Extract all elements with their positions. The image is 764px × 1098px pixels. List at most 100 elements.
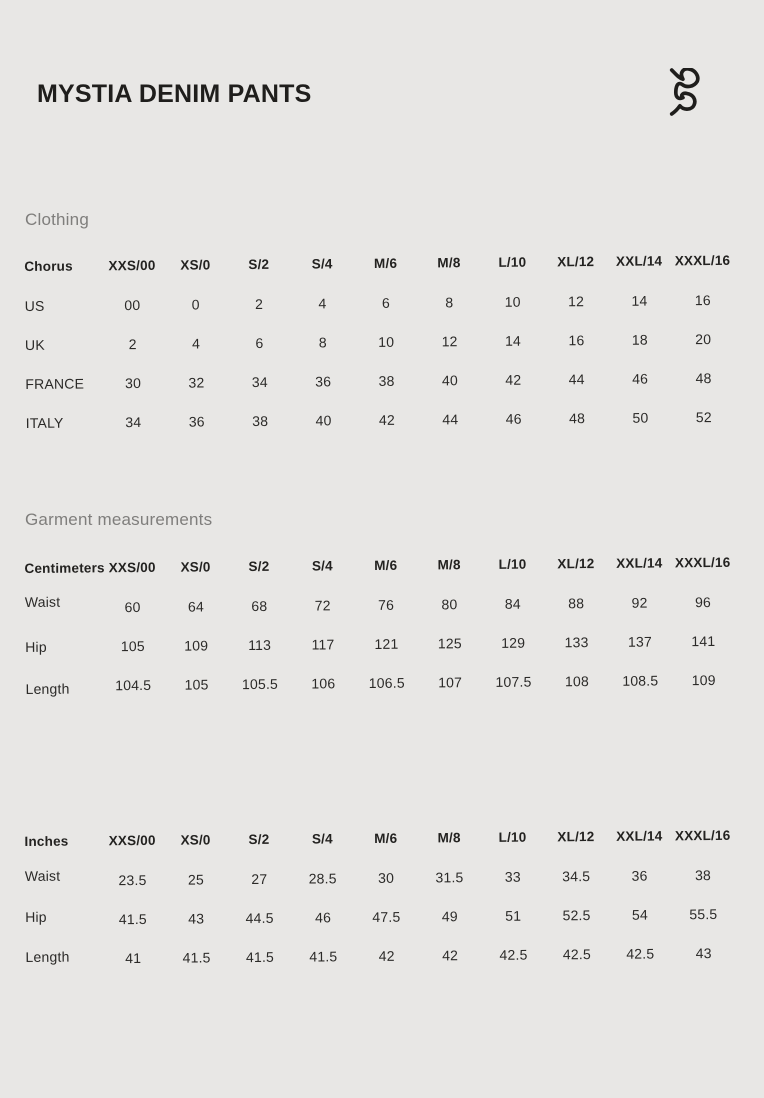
value-cell: 105 bbox=[120, 637, 145, 654]
value-cell: 30 bbox=[124, 374, 142, 391]
value-cell: 32 bbox=[188, 373, 205, 391]
brand-logo-icon bbox=[669, 68, 700, 116]
page-title: MYSTIA DENIM PANTS bbox=[37, 80, 312, 108]
value-cell: 41.5 bbox=[118, 910, 147, 927]
row-label: FRANCE bbox=[25, 374, 85, 392]
value-cell: 109 bbox=[691, 671, 716, 688]
value-cell: 6 bbox=[381, 294, 390, 311]
value-cell: 141 bbox=[691, 632, 716, 649]
value-cell: 60 bbox=[124, 598, 141, 615]
value-cell: 42 bbox=[442, 946, 459, 963]
value-cell: 25 bbox=[187, 870, 204, 888]
value-cell: 34 bbox=[125, 413, 142, 430]
value-cell: 72 bbox=[314, 596, 331, 613]
size-header-cell: XXS/00 bbox=[108, 832, 156, 849]
size-header-cell: XS/0 bbox=[180, 257, 211, 273]
value-cell: 50 bbox=[632, 409, 649, 426]
size-header-cell: M/6 bbox=[374, 830, 398, 846]
value-cell: 38 bbox=[378, 372, 395, 389]
size-header-cell: XXL/14 bbox=[616, 555, 663, 571]
value-cell: 12 bbox=[568, 292, 585, 309]
size-header-cell: L/10 bbox=[498, 254, 527, 270]
value-cell: 41 bbox=[125, 949, 142, 966]
value-cell: 34.5 bbox=[562, 867, 591, 884]
value-cell: 28.5 bbox=[308, 869, 337, 887]
value-cell: 41.5 bbox=[245, 948, 275, 965]
value-cell: 48 bbox=[695, 369, 712, 386]
value-cell: 36 bbox=[631, 867, 648, 884]
value-cell: 40 bbox=[315, 411, 332, 428]
value-cell: 23.5 bbox=[118, 871, 147, 888]
size-header-cell: S/4 bbox=[311, 558, 333, 574]
value-cell: 8 bbox=[318, 333, 327, 350]
value-cell: 34 bbox=[251, 373, 268, 390]
row-label: Hip bbox=[25, 638, 47, 655]
row-label: Waist bbox=[24, 867, 61, 884]
value-cell: 46 bbox=[314, 908, 332, 925]
value-cell: 54 bbox=[631, 906, 649, 923]
value-cell: 48 bbox=[569, 409, 586, 426]
value-cell: 2 bbox=[128, 335, 137, 352]
size-header-cell: S/2 bbox=[248, 831, 270, 848]
row-label: Waist bbox=[24, 593, 61, 610]
value-cell: 43 bbox=[188, 909, 205, 927]
value-cell: 55.5 bbox=[689, 905, 718, 922]
size-header-cell: XXS/00 bbox=[108, 559, 156, 576]
size-header-cell: XXL/14 bbox=[615, 253, 663, 269]
size-header-cell: XXXL/16 bbox=[674, 554, 731, 571]
value-cell: 105 bbox=[184, 675, 209, 693]
size-header-cell: L/10 bbox=[498, 556, 527, 572]
value-cell: 121 bbox=[374, 635, 399, 652]
size-header-cell: XS/0 bbox=[180, 559, 211, 575]
value-cell: 107.5 bbox=[495, 673, 532, 690]
value-cell: 10 bbox=[504, 293, 521, 310]
value-cell: 64 bbox=[187, 597, 204, 615]
size-header-cell: M/8 bbox=[437, 830, 461, 846]
size-header-cell: XL/12 bbox=[557, 829, 595, 845]
value-cell: 38 bbox=[694, 866, 712, 883]
value-cell: 109 bbox=[184, 636, 209, 654]
value-cell: 2 bbox=[255, 295, 264, 312]
value-cell: 96 bbox=[694, 593, 712, 610]
value-cell: 84 bbox=[504, 595, 521, 612]
value-cell: 10 bbox=[378, 333, 395, 350]
value-cell: 36 bbox=[315, 372, 332, 389]
size-header-cell: M/6 bbox=[373, 255, 398, 271]
value-cell: 30 bbox=[378, 869, 395, 886]
row-label: ITALY bbox=[25, 414, 64, 431]
value-cell: 00 bbox=[124, 296, 141, 313]
value-cell: 68 bbox=[251, 597, 268, 614]
value-cell: 117 bbox=[311, 635, 335, 652]
size-header-cell: S/4 bbox=[311, 256, 333, 272]
size-header-cell: S/4 bbox=[311, 831, 333, 847]
value-cell: 20 bbox=[695, 330, 712, 347]
row-label: Length bbox=[25, 680, 70, 697]
value-cell: 4 bbox=[318, 294, 327, 311]
size-header-cell: S/2 bbox=[248, 256, 270, 273]
value-cell: 12 bbox=[441, 332, 458, 349]
value-cell: 27 bbox=[251, 870, 268, 887]
value-cell: 125 bbox=[437, 634, 462, 651]
size-header-cell: L/10 bbox=[498, 829, 527, 845]
value-cell: 40 bbox=[441, 371, 459, 388]
value-cell: 42.5 bbox=[626, 945, 655, 962]
value-cell: 31.5 bbox=[435, 868, 464, 885]
value-cell: 18 bbox=[631, 331, 648, 348]
section-heading-clothing: Clothing bbox=[25, 210, 89, 229]
value-cell: 16 bbox=[568, 331, 585, 348]
value-cell: 42 bbox=[505, 371, 522, 388]
value-cell: 104.5 bbox=[115, 676, 152, 693]
section-heading-garment-measurements: Garment measurements bbox=[25, 510, 213, 529]
value-cell: 47.5 bbox=[372, 908, 401, 925]
value-cell: 113 bbox=[248, 636, 272, 653]
value-cell: 108.5 bbox=[622, 671, 659, 689]
size-header-cell: XL/12 bbox=[557, 254, 595, 270]
value-cell: 43 bbox=[695, 944, 712, 961]
size-header-cell: XS/0 bbox=[180, 832, 211, 848]
value-cell: 88 bbox=[568, 594, 585, 611]
value-cell: 137 bbox=[627, 633, 653, 650]
value-cell: 41.5 bbox=[182, 948, 211, 966]
value-cell: 106 bbox=[311, 674, 336, 692]
value-cell: 92 bbox=[631, 594, 648, 611]
